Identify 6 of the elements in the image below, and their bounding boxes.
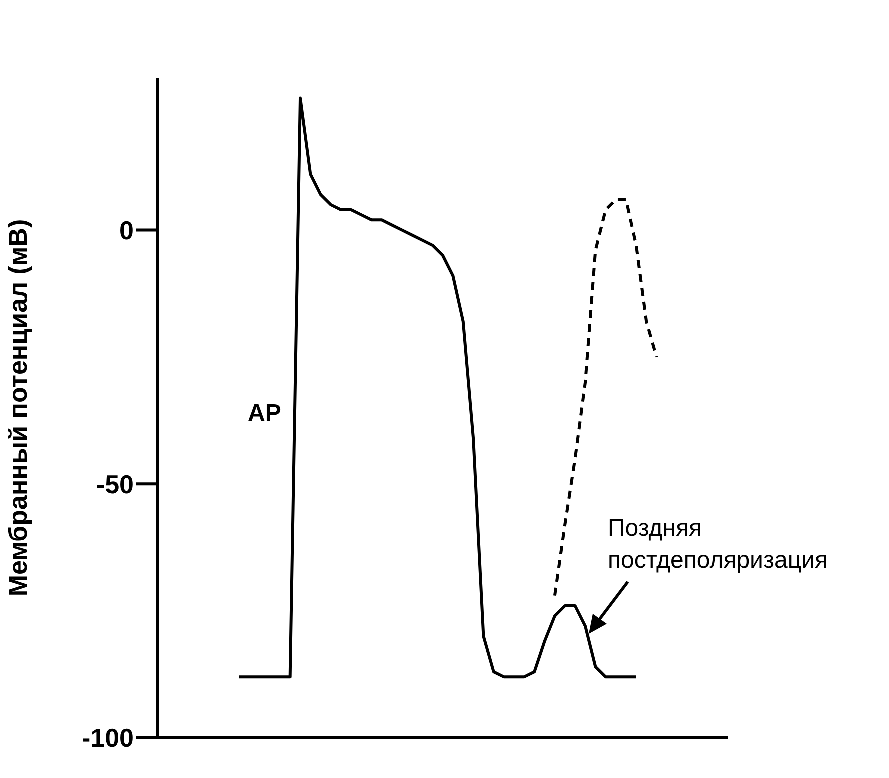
y-axis-title: Мембранный потенциал (мВ): [3, 219, 34, 597]
y-tick-label: 0: [120, 216, 134, 246]
annotation: Поздняя постдеполяризация: [608, 514, 828, 576]
annotation: AP: [248, 400, 282, 428]
y-tick-label: -100: [82, 723, 134, 754]
y-tick-label: -50: [96, 469, 134, 500]
